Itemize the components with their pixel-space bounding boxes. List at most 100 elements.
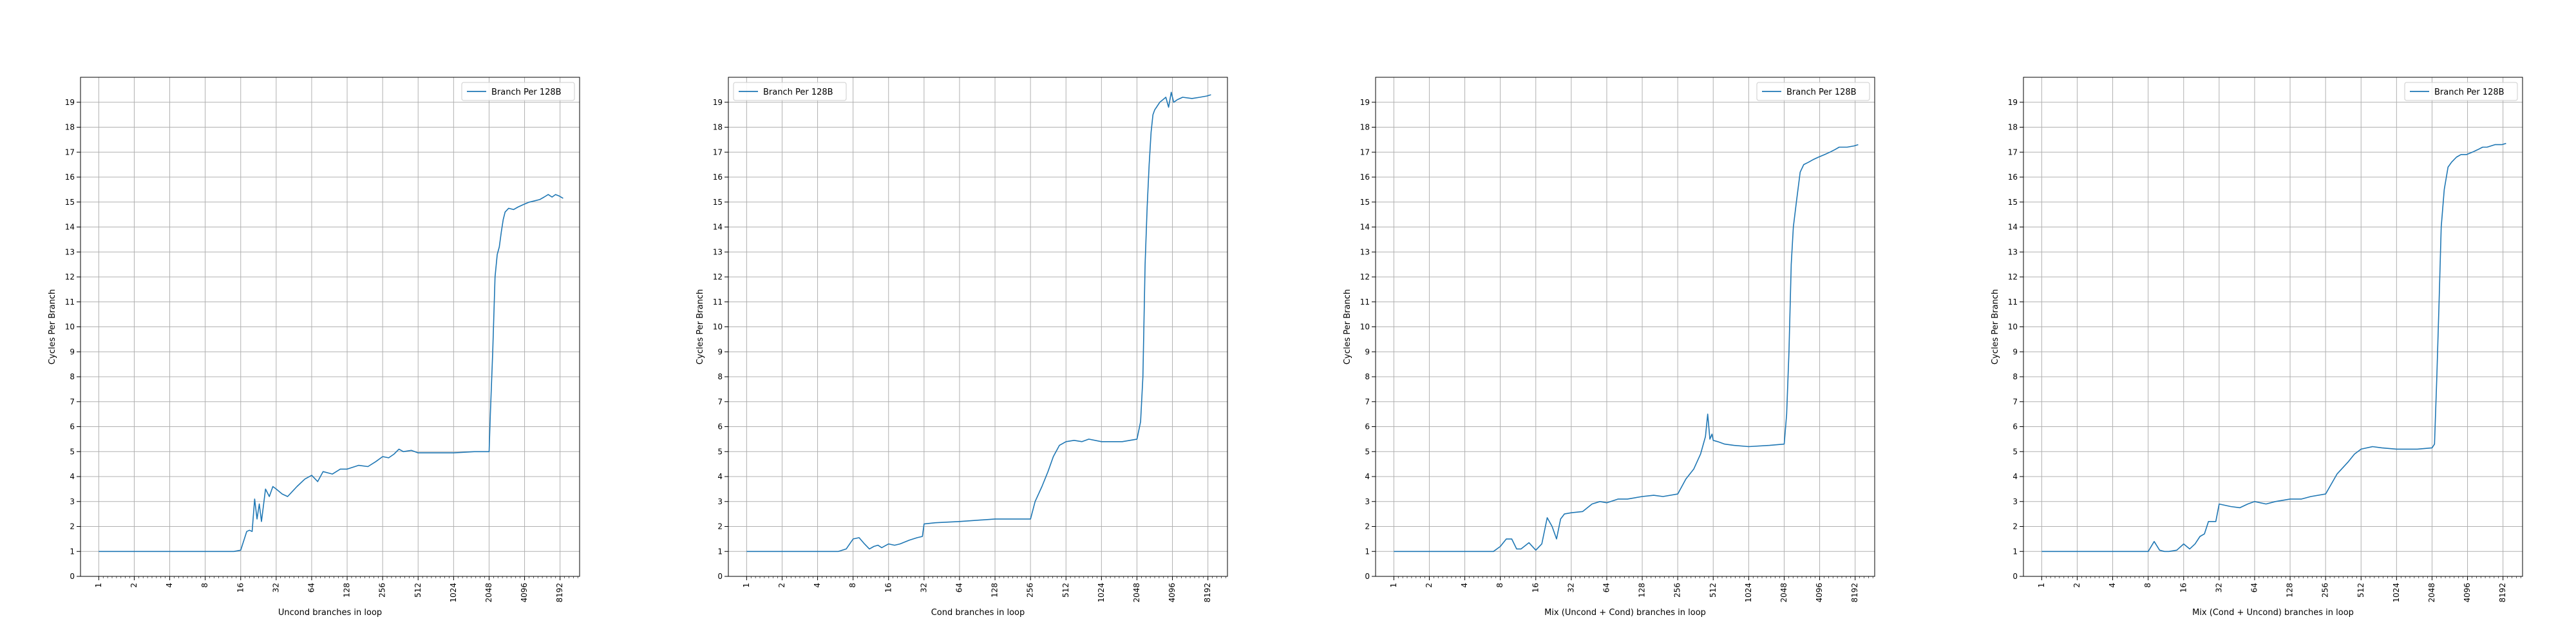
x-tick-label: 128 [343,583,352,598]
legend: Branch Per 128B [1756,82,1870,101]
y-tick-label: 15 [65,198,75,207]
x-tick-label: 512 [1709,583,1718,598]
series-line-1 [2041,142,2506,553]
x-tick-label: 16 [884,583,893,592]
y-tick-label: 18 [65,123,75,132]
y-tick-label: 17 [65,147,75,156]
series-line-1 [746,91,1211,553]
x-tick-label: 2048 [2427,583,2436,603]
x-tick-label: 2 [2072,583,2081,588]
y-tick-label: 8 [717,372,723,381]
y-tick-label: 14 [1360,223,1370,232]
x-tick-label: 8192 [1203,583,1212,603]
y-tick-label: 10 [65,323,75,332]
y-axis-label: Cycles Per Branch [1991,289,2000,365]
x-tick-label: 4096 [520,583,529,603]
x-tick-label: 8 [1495,583,1504,588]
y-tick-label: 19 [65,98,75,107]
x-tick-label: 16 [236,583,245,592]
y-tick-label: 1 [717,547,723,556]
y-tick-label: 17 [1360,147,1370,156]
y-tick-label: 13 [65,247,75,256]
x-axis-label: Uncond branches in loop [278,608,382,618]
grid [728,77,1227,577]
x-tick-label: 4 [2108,583,2117,588]
y-tick-label: 11 [2008,298,2018,307]
y-tick-label: 8 [1365,372,1370,381]
y-tick-label: 19 [2008,98,2018,107]
x-tick-label: 16 [1531,583,1540,592]
axes-frame [2023,77,2523,577]
x-tick-label: 256 [1026,583,1035,598]
y-tick-label: 19 [1360,98,1370,107]
y-tick-label: 0 [2012,572,2018,581]
y-tick-label: 8 [2012,372,2018,381]
y-tick-label: 9 [717,347,723,356]
chart-panel-1: 1 2 4 8 16 32 64 128 256 512 1024 2048 4096 819201234… [48,77,580,618]
legend: Branch Per 128B [2404,82,2518,101]
y-tick-label: 4 [717,472,723,481]
chart-panel-3: 1 2 4 8 16 32 64 128 256 512 1024 2048 4096 819201234… [1343,77,1875,618]
y-tick-label: 15 [1360,198,1370,207]
x-tick-label: 32 [1566,583,1575,592]
x-tick-label: 8 [848,583,857,588]
y-tick-label: 16 [1360,173,1370,182]
x-tick-label: 2 [129,583,138,588]
axes-frame [80,77,580,577]
x-tick-label: 128 [990,583,999,598]
y-tick-label: 9 [70,347,75,356]
y-tick-label: 14 [2008,223,2018,232]
legend-label: Branch Per 128B [2434,88,2505,97]
x-tick-label: 2 [777,583,786,588]
x-tick-label: 512 [2356,583,2365,598]
x-tick-label: 256 [378,583,387,598]
x-tick-label: 512 [1061,583,1070,598]
x-tick-label: 1 [1389,583,1398,588]
y-tick-label: 12 [1360,272,1370,281]
y-tick-label: 10 [2008,323,2018,332]
y-tick-label: 11 [65,298,75,307]
x-tick-label: 4096 [2463,583,2472,603]
y-tick-label: 18 [2008,123,2018,132]
y-tick-label: 7 [2012,397,2018,406]
y-tick-label: 10 [1360,323,1370,332]
y-tick-label: 18 [1360,123,1370,132]
chart-panel-2: 1 2 4 8 16 32 64 128 256 512 1024 2048 4096 819201234… [696,77,1228,618]
y-tick-label: 7 [717,397,723,406]
x-tick-label: 1 [94,583,103,588]
y-tick-label: 3 [717,497,723,506]
x-tick-label: 1024 [449,583,458,603]
y-tick-label: 4 [2012,472,2018,481]
legend: Branch Per 128B [733,82,847,101]
y-axis-label: Cycles Per Branch [1343,289,1352,365]
y-tick-label: 9 [1365,347,1370,356]
legend-label: Branch Per 128B [491,88,562,97]
y-tick-label: 14 [713,223,723,232]
y-tick-label: 12 [65,272,75,281]
chart-panel-4: 1 2 4 8 16 32 64 128 256 512 1024 2048 4096 819201234… [1991,77,2523,618]
x-tick-label: 2048 [1779,583,1788,603]
x-tick-label: 8192 [555,583,564,603]
y-tick-label: 17 [2008,147,2018,156]
y-tick-label: 6 [2012,422,2018,431]
y-tick-label: 18 [713,123,723,132]
y-tick-label: 11 [1360,298,1370,307]
y-tick-label: 16 [65,173,75,182]
y-tick-label: 16 [713,173,723,182]
y-tick-label: 2 [70,522,75,531]
y-tick-label: 3 [70,497,75,506]
x-tick-label: 8192 [1850,583,1859,603]
y-tick-label: 9 [2012,347,2018,356]
x-tick-label: 4 [813,583,822,588]
x-axis-label: Cond branches in loop [931,608,1025,618]
x-axis-label: Mix (Cond + Uncond) branches in loop [2192,608,2354,618]
y-tick-label: 13 [2008,247,2018,256]
x-tick-label: 64 [307,583,316,592]
x-tick-label: 128 [1638,583,1647,598]
x-tick-label: 64 [2249,583,2259,592]
x-tick-label: 32 [271,583,280,592]
y-tick-label: 2 [1365,522,1370,531]
legend-box [461,82,575,101]
y-tick-label: 0 [717,572,723,581]
y-tick-label: 15 [2008,198,2018,207]
